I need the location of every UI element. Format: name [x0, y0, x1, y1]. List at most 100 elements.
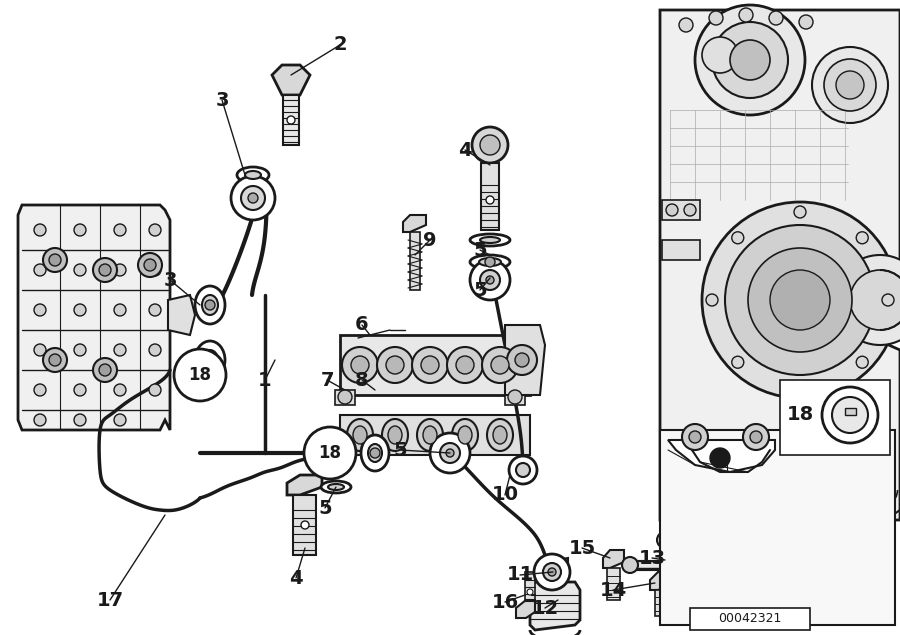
- Circle shape: [99, 364, 111, 376]
- Circle shape: [114, 264, 126, 276]
- Circle shape: [702, 37, 738, 73]
- Circle shape: [732, 356, 743, 368]
- Circle shape: [485, 257, 495, 267]
- Circle shape: [472, 127, 508, 163]
- Circle shape: [882, 294, 894, 306]
- Circle shape: [248, 193, 258, 203]
- Circle shape: [692, 557, 708, 573]
- Circle shape: [377, 347, 413, 383]
- Circle shape: [515, 353, 529, 367]
- Circle shape: [301, 521, 309, 529]
- Ellipse shape: [195, 286, 225, 324]
- Polygon shape: [481, 163, 499, 230]
- Circle shape: [447, 347, 483, 383]
- Circle shape: [486, 276, 494, 284]
- Text: 16: 16: [491, 592, 518, 612]
- Polygon shape: [540, 558, 568, 582]
- Ellipse shape: [458, 426, 472, 444]
- Circle shape: [812, 47, 888, 123]
- Circle shape: [205, 300, 215, 310]
- Circle shape: [338, 390, 352, 404]
- Ellipse shape: [328, 484, 344, 490]
- Circle shape: [822, 387, 878, 443]
- Text: 18: 18: [319, 444, 341, 462]
- Circle shape: [748, 248, 852, 352]
- Text: 9: 9: [423, 231, 436, 250]
- Circle shape: [732, 232, 743, 244]
- Polygon shape: [293, 495, 316, 555]
- Circle shape: [743, 424, 769, 450]
- Text: 5: 5: [473, 281, 487, 300]
- Circle shape: [149, 304, 161, 316]
- Ellipse shape: [361, 435, 389, 471]
- Circle shape: [682, 424, 708, 450]
- Circle shape: [370, 448, 380, 458]
- Ellipse shape: [382, 419, 408, 451]
- Polygon shape: [603, 550, 624, 568]
- Text: 14: 14: [599, 580, 626, 599]
- Text: 12: 12: [531, 599, 559, 617]
- Polygon shape: [655, 590, 668, 616]
- Circle shape: [93, 258, 117, 282]
- Circle shape: [666, 204, 678, 216]
- Text: 3: 3: [215, 91, 229, 109]
- Circle shape: [440, 443, 460, 463]
- Text: 7: 7: [320, 370, 334, 389]
- Circle shape: [836, 71, 864, 99]
- Polygon shape: [403, 215, 426, 232]
- Circle shape: [709, 11, 723, 25]
- Circle shape: [149, 224, 161, 236]
- Polygon shape: [660, 10, 900, 520]
- Circle shape: [287, 116, 295, 124]
- Circle shape: [93, 358, 117, 382]
- Circle shape: [548, 568, 556, 576]
- Polygon shape: [18, 205, 170, 430]
- Polygon shape: [340, 335, 530, 395]
- Ellipse shape: [423, 426, 437, 444]
- Circle shape: [114, 304, 126, 316]
- Circle shape: [386, 356, 404, 374]
- Text: 2: 2: [333, 36, 346, 55]
- Ellipse shape: [417, 419, 443, 451]
- Circle shape: [657, 532, 673, 548]
- FancyBboxPatch shape: [780, 380, 890, 455]
- Circle shape: [508, 390, 522, 404]
- Circle shape: [710, 448, 730, 468]
- Circle shape: [43, 348, 67, 372]
- Text: 11: 11: [507, 566, 534, 584]
- Circle shape: [114, 414, 126, 426]
- Circle shape: [824, 59, 876, 111]
- Polygon shape: [525, 572, 535, 610]
- Circle shape: [799, 15, 813, 29]
- FancyBboxPatch shape: [690, 608, 810, 630]
- Circle shape: [34, 224, 46, 236]
- Ellipse shape: [470, 255, 510, 269]
- FancyBboxPatch shape: [660, 430, 895, 625]
- Ellipse shape: [321, 435, 349, 471]
- Polygon shape: [607, 568, 620, 600]
- Polygon shape: [505, 390, 525, 405]
- Circle shape: [684, 204, 696, 216]
- Circle shape: [835, 255, 900, 345]
- Text: 1: 1: [258, 370, 272, 389]
- Circle shape: [850, 270, 900, 330]
- Circle shape: [342, 347, 378, 383]
- Text: 17: 17: [96, 591, 123, 610]
- Circle shape: [34, 414, 46, 426]
- Ellipse shape: [321, 481, 351, 493]
- Polygon shape: [845, 408, 856, 415]
- Circle shape: [421, 356, 439, 374]
- Circle shape: [99, 264, 111, 276]
- Text: 5: 5: [473, 241, 487, 260]
- Circle shape: [832, 397, 868, 433]
- Circle shape: [114, 344, 126, 356]
- Polygon shape: [283, 95, 299, 145]
- Circle shape: [49, 354, 61, 366]
- Circle shape: [149, 384, 161, 396]
- Circle shape: [622, 557, 638, 573]
- Text: 8: 8: [356, 370, 369, 389]
- Ellipse shape: [487, 419, 513, 451]
- Text: 3: 3: [163, 271, 176, 290]
- Ellipse shape: [368, 444, 382, 462]
- Circle shape: [730, 40, 770, 80]
